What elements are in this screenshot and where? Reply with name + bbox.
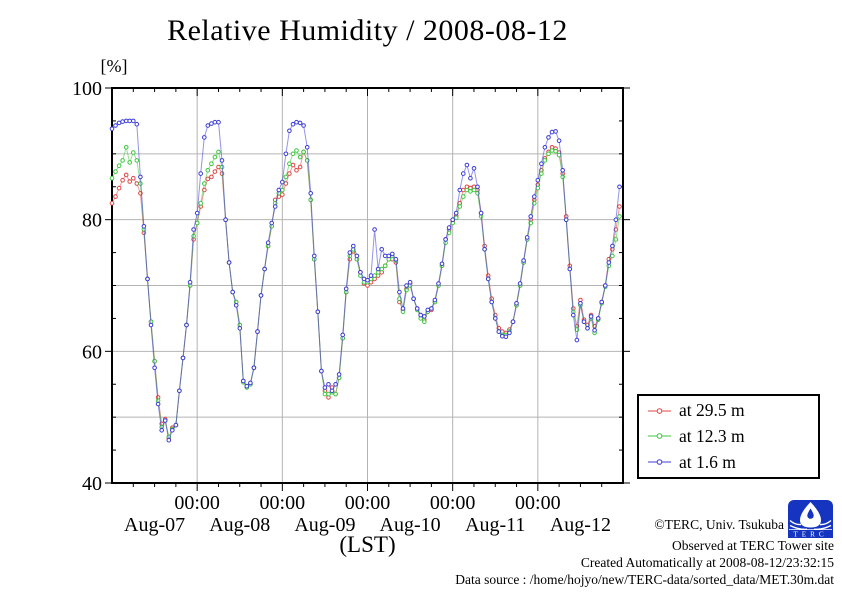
series-line	[111, 147, 620, 439]
footer-copyright: ©TERC, Univ. Tsukuba	[654, 517, 784, 532]
gridlines	[112, 88, 623, 483]
y-tick-label: 40	[82, 473, 102, 495]
x-day-label: Aug-08	[209, 514, 270, 536]
x-day-label: Aug-09	[294, 514, 355, 536]
x-time-tick-label: 00:00	[430, 492, 476, 514]
terc-logo-text: TERC	[793, 531, 827, 538]
x-time-tick-label: 00:00	[345, 492, 391, 514]
footer-observed: Observed at TERC Tower site	[671, 538, 834, 553]
series-points	[109, 118, 622, 443]
x-axis-label: (LST)	[339, 532, 396, 557]
legend-label: at 29.5 m	[679, 400, 745, 421]
legend-marker-icon	[648, 459, 671, 465]
x-day-label: Aug-07	[124, 514, 185, 536]
chart-title: Relative Humidity / 2008-08-12	[167, 14, 568, 47]
legend-label: at 1.6 m	[679, 451, 736, 472]
legend-item-1.6m: at 1.6 m	[647, 452, 818, 473]
footer-source: Data source : /home/hojyo/new/TERC-data/…	[455, 572, 834, 587]
legend-marker-icon	[648, 408, 671, 414]
legend-item-12.3m: at 12.3 m	[647, 426, 818, 447]
legend: at 29.5 m at 12.3 m at 1.6 m	[637, 394, 820, 479]
series-points	[109, 145, 622, 440]
x-time-tick-label: 00:00	[174, 492, 220, 514]
series-points	[109, 145, 622, 441]
x-day-label: Aug-10	[380, 514, 441, 536]
x-time-tick-label: 00:00	[515, 492, 561, 514]
series-1	[109, 145, 622, 440]
y-axis-unit-label: [%]	[100, 56, 128, 76]
x-day-label: Aug-11	[465, 514, 525, 536]
terc-logo-icon: TERC	[788, 500, 833, 538]
series-line	[111, 146, 620, 441]
legend-item-29.5m: at 29.5 m	[647, 400, 818, 421]
series-2	[109, 118, 622, 443]
y-tick-label: 100	[72, 78, 102, 100]
y-tick-label: 80	[82, 210, 102, 232]
series-0	[109, 145, 622, 441]
legend-marker-icon	[648, 433, 671, 440]
x-day-label: Aug-12	[550, 514, 611, 536]
x-time-tick-label: 00:00	[260, 492, 306, 514]
y-tick-label: 60	[82, 341, 102, 363]
plot-border	[111, 87, 624, 484]
legend-label: at 12.3 m	[679, 425, 745, 446]
footer-created: Created Automatically at 2008-08-12/23:3…	[580, 555, 834, 570]
